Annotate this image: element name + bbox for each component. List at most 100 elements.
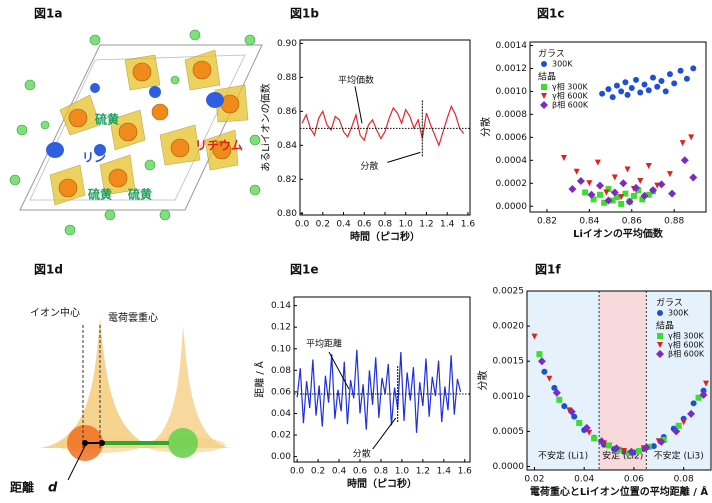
- x-tick-label: 0.82: [537, 217, 557, 227]
- y-tick-label: 0.0010: [496, 87, 528, 97]
- panel-title: 図1c: [537, 7, 564, 21]
- leader: [387, 152, 420, 162]
- x-tick-label: 1.0: [395, 467, 410, 477]
- region: [646, 291, 711, 470]
- point: [574, 169, 580, 175]
- x-tick-label: 0.6: [353, 467, 368, 477]
- point: [650, 75, 656, 81]
- annotation: 分散: [353, 448, 371, 460]
- legend-label: β相 600K: [668, 349, 705, 359]
- point: [612, 175, 618, 181]
- x-tick-label: 1.0: [399, 220, 414, 230]
- point: [577, 177, 585, 185]
- point: [631, 193, 637, 199]
- point: [637, 90, 643, 96]
- y-tick-label: 0.88: [277, 73, 297, 83]
- line: [297, 350, 460, 433]
- point: [663, 88, 669, 94]
- y-tick-label: 0.0008: [496, 110, 528, 120]
- x-tick-label: 0.08: [674, 475, 694, 485]
- point: [556, 397, 562, 403]
- y-tick-label: 0.0000: [496, 202, 528, 212]
- x-tick-label: 0.6: [357, 220, 372, 230]
- figure: 図1a 硫黄 リン 硫黄 硫黄 リチウム 図1d イオン中心 電荷雲重心 距離 …: [0, 0, 712, 503]
- point: [691, 400, 697, 406]
- y-tick-label: 0.00: [271, 452, 291, 462]
- panel-title: 図1a: [34, 7, 62, 21]
- point: [610, 94, 616, 100]
- diagram-label: 距離: [10, 480, 34, 495]
- point: [667, 71, 673, 77]
- point: [689, 174, 697, 182]
- y-axis-label: 距離 / Å: [253, 361, 266, 398]
- point: [568, 185, 576, 193]
- legend-group: ガラス: [656, 298, 683, 309]
- x-tick-label: 0.04: [574, 475, 594, 485]
- y-tick-label: 0.0004: [496, 156, 528, 166]
- point: [629, 85, 635, 91]
- y-axis-label: 分散: [479, 117, 492, 137]
- region-label: 不安定 (Li3): [654, 450, 704, 462]
- x-tick-label: 0.2: [316, 220, 330, 230]
- charge-panel: 図1d イオン中心 電荷雲重心 距離 d: [10, 263, 230, 496]
- diagram-label: d: [48, 481, 58, 496]
- line: [302, 106, 464, 145]
- atom-label: 硫黄: [128, 187, 152, 202]
- diagram-label: イオン中心: [30, 306, 80, 319]
- point: [636, 448, 642, 454]
- legend-group: 結晶: [538, 71, 556, 83]
- x-axis-label: 電荷重心とLiイオン位置の平均距離 / Å: [530, 485, 708, 498]
- point: [684, 76, 690, 82]
- point: [622, 79, 628, 85]
- point: [678, 68, 684, 74]
- point: [605, 86, 611, 92]
- y-tick-label: 0.0012: [496, 64, 528, 74]
- y-tick-label: 0.0005: [493, 427, 525, 437]
- x-tick-label: 0.84: [579, 217, 599, 227]
- point: [688, 134, 694, 140]
- legend-label: γ相 600K: [552, 91, 589, 101]
- x-tick-label: 0.06: [624, 475, 644, 485]
- x-tick-label: 0.4: [336, 220, 351, 230]
- point: [597, 192, 603, 198]
- point: [595, 160, 601, 166]
- point: [667, 171, 673, 177]
- point: [603, 189, 609, 195]
- point: [680, 140, 686, 146]
- annotation: 分散: [360, 160, 378, 172]
- point: [618, 88, 624, 94]
- x-axis-label: Liイオンの平均価数: [573, 227, 664, 240]
- point: [690, 65, 696, 71]
- y-tick-label: 0.82: [277, 175, 297, 185]
- region-label: 不安定 (Li1): [538, 450, 588, 462]
- x-axis-label: 時間（ピコ秒）: [347, 477, 417, 490]
- annotation: 平均価数: [338, 74, 374, 86]
- y-tick-label: 0.12: [271, 323, 291, 333]
- y-tick-label: 0.80: [277, 209, 297, 219]
- point: [646, 87, 652, 93]
- annotation: 平均距離: [306, 338, 342, 350]
- point: [671, 80, 677, 86]
- crystal-panel: 図1a 硫黄 リン 硫黄 硫黄 リチウム: [10, 7, 262, 236]
- y-tick-label: 0.04: [271, 409, 291, 419]
- diagram-label: 電荷雲重心: [108, 311, 158, 324]
- legend-group: 結晶: [656, 320, 674, 332]
- y-axis-label: 分散: [476, 371, 489, 391]
- y-tick-label: 0.90: [277, 39, 297, 49]
- point: [576, 420, 582, 426]
- point: [561, 403, 567, 409]
- y-tick-label: 0.84: [277, 141, 297, 151]
- legend-marker: [541, 84, 547, 90]
- point: [582, 189, 588, 195]
- x-tick-label: 0.02: [524, 475, 544, 485]
- point: [646, 163, 652, 169]
- x-tick-label: 0.86: [622, 217, 642, 227]
- x-tick-label: 1.6: [461, 220, 476, 230]
- x-tick-label: 1.4: [440, 220, 455, 230]
- point: [625, 167, 631, 173]
- point: [596, 182, 604, 190]
- point: [561, 155, 567, 161]
- x-tick-label: 1.4: [437, 467, 452, 477]
- x-tick-label: 0.2: [311, 467, 325, 477]
- x-tick-label: 0.4: [332, 467, 347, 477]
